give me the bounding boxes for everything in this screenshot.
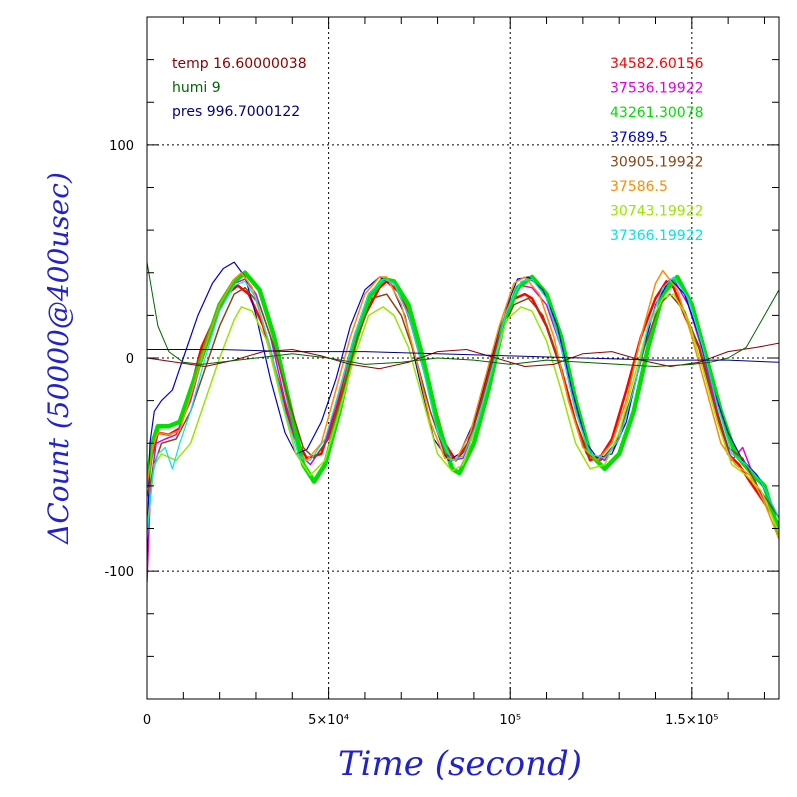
y-axis-title: ΔCount (50000@400usec)	[42, 172, 75, 545]
env-legend-entry: pres 996.7000122	[172, 104, 300, 120]
series-line-30905-19922	[147, 286, 779, 519]
x-tick-label: 5×10⁴	[308, 713, 349, 728]
series-legend-entry: 37586.5	[610, 179, 668, 195]
y-tick-label: 100	[109, 139, 134, 154]
series-line-30743-19922	[147, 293, 779, 534]
series-line-34582-60156	[147, 280, 779, 526]
series-legend: 34582.60156 37536.19922 43261.30078 37689.5…	[610, 56, 704, 244]
series-legend-entry: 34582.60156	[610, 56, 704, 72]
series-legend-entry: 30743.19922	[610, 204, 704, 220]
series-legend-entry: 37366.19922	[610, 228, 704, 244]
series-legend-entry: 37536.19922	[610, 81, 704, 97]
series-legend-entry: 30905.19922	[610, 154, 704, 170]
series-legend-entry: 37689.5	[610, 130, 668, 146]
x-tick-label: 0	[143, 713, 151, 728]
series-line-37536-19922	[147, 278, 779, 583]
x-axis-title: Time (second)	[338, 744, 582, 784]
series-line-37366-19922	[147, 276, 779, 540]
y-tick-label: -100	[104, 565, 134, 580]
y-tick-label: 0	[126, 352, 134, 367]
series-line-pres	[147, 349, 779, 363]
x-tick-label: 1.5×10⁵	[665, 713, 718, 728]
series-group	[147, 261, 779, 583]
env-legend: temp 16.60000038 humi 9 pres 996.7000122	[172, 56, 307, 120]
x-tick-label: 10⁵	[499, 713, 521, 728]
env-legend-entry: temp 16.60000038	[172, 56, 307, 72]
series-legend-entry: 43261.30078	[610, 105, 704, 121]
series-line-37586-5	[147, 269, 779, 540]
axis-ticks: 0 5×10⁴ 10⁵ 1.5×10⁵ -100 0 100	[104, 16, 779, 728]
env-legend-entry: humi 9	[172, 80, 221, 96]
series-line-humi	[147, 261, 779, 367]
